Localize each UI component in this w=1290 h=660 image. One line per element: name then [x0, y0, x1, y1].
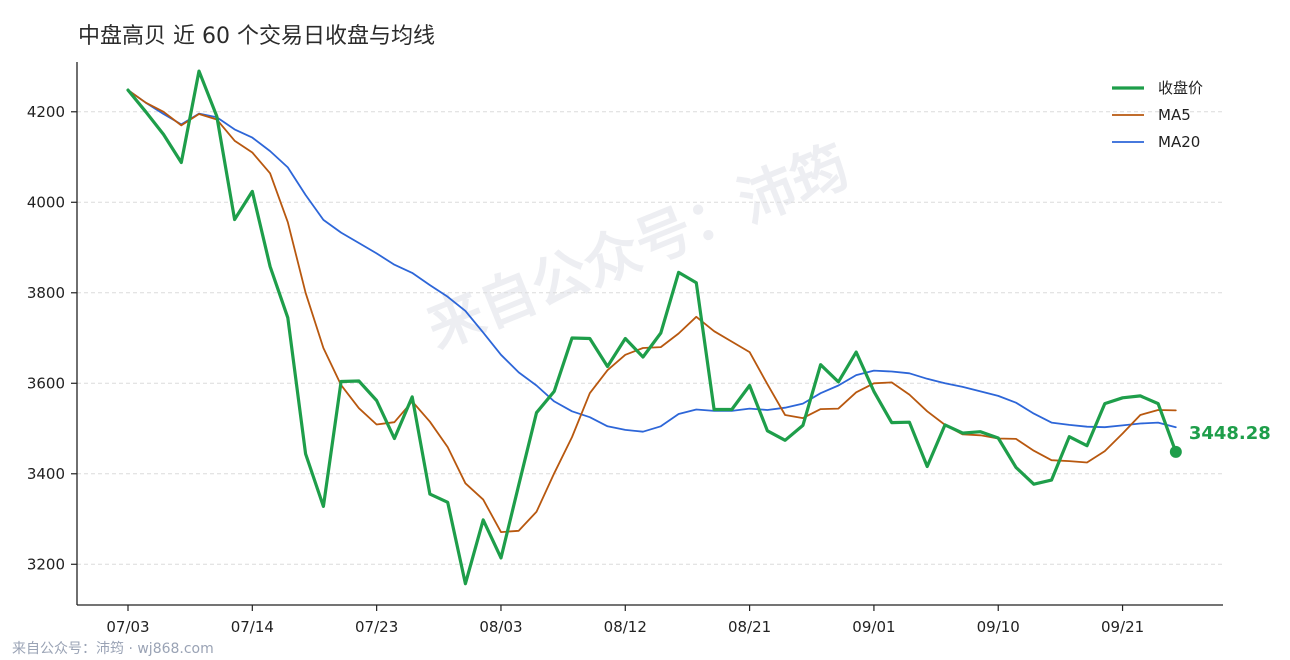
legend-label: MA5 — [1158, 106, 1191, 124]
grid-lines — [77, 111, 1223, 565]
legend-label: MA20 — [1158, 133, 1200, 151]
series-lines — [126, 69, 1178, 586]
x-tick-label: 09/21 — [1101, 618, 1144, 636]
y-tick-label: 4200 — [27, 103, 65, 121]
y-tick-label: 3600 — [27, 374, 65, 392]
series-line-close — [126, 69, 1178, 586]
axis-ticks: 3200 3400 3600 3800 4000 4200 07/03 07/14 07/23 0… — [27, 103, 1144, 636]
x-tick-label: 07/14 — [231, 618, 274, 636]
y-tick-label: 3800 — [27, 284, 65, 302]
x-tick-label: 08/12 — [604, 618, 647, 636]
legend-label: 收盘价 — [1158, 79, 1203, 97]
x-tick-label: 09/01 — [852, 618, 895, 636]
x-tick-label: 09/10 — [977, 618, 1020, 636]
source-note: 来自公众号：沛筠 · wj868.com — [12, 641, 214, 657]
last-value-label: 3448.28 — [1189, 423, 1271, 444]
y-tick-label: 3200 — [27, 555, 65, 573]
x-tick-label: 08/21 — [728, 618, 771, 636]
x-tick-label: 08/03 — [479, 618, 522, 636]
legend: 收盘价 MA5 MA20 — [1112, 79, 1203, 151]
axes — [76, 62, 1223, 606]
last-point-dot — [1169, 445, 1182, 458]
x-tick-label: 07/23 — [355, 618, 398, 636]
y-tick-label: 3400 — [27, 465, 65, 483]
series-line-ma20 — [127, 89, 1177, 433]
x-tick-label: 07/03 — [106, 618, 149, 636]
chart-title: 中盘高贝 近 60 个交易日收盘与均线 — [78, 24, 435, 49]
watermark-text: 来自公众号：沛筠 — [418, 134, 858, 362]
last-point-marker: 3448.28 — [1169, 423, 1271, 458]
y-tick-label: 4000 — [27, 193, 65, 211]
